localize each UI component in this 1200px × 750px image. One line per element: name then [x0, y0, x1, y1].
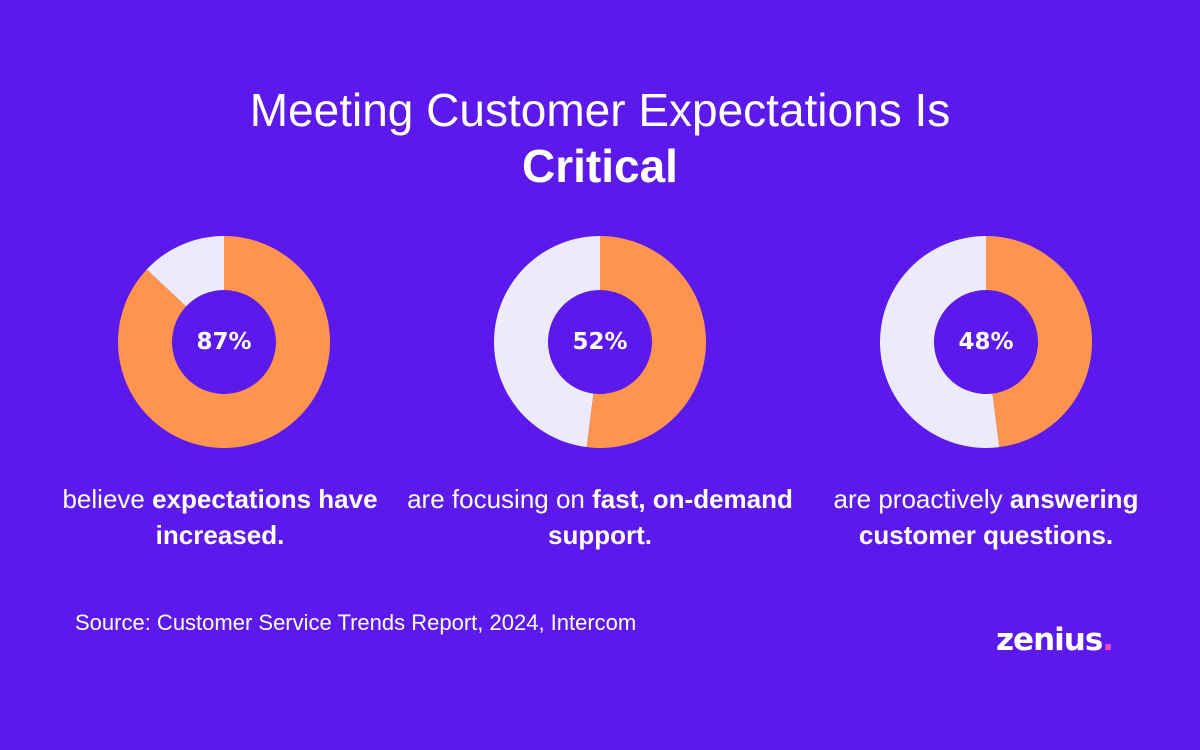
donut-chart-1: 87%: [118, 236, 330, 448]
donut-3-percent-label: 48%: [958, 329, 1013, 355]
caption-2: are focusing on fast, on-demand support.: [400, 481, 800, 553]
caption-1-bold: expectations have increased.: [152, 484, 378, 550]
caption-2-bold: fast, on-demand support.: [548, 484, 793, 550]
caption-3-prefix: are proactively: [833, 484, 1010, 514]
logo-dot: .: [1102, 622, 1114, 658]
donut-3-remainder-slice: [880, 236, 1000, 448]
zenius-logo: zenius.: [996, 622, 1114, 658]
donut-2-value-slice: [586, 236, 706, 448]
donut-svg-1: 87%: [118, 236, 330, 448]
donut-1-percent-label: 87%: [196, 329, 251, 355]
caption-3-bold: answering customer questions.: [858, 484, 1139, 550]
donut-chart-2: 52%: [494, 236, 706, 448]
donut-chart-3: 48%: [880, 236, 1092, 448]
logo-text: zenius: [996, 622, 1103, 658]
source-note: Source: Customer Service Trends Report, …: [75, 610, 637, 635]
caption-1: believe expectations have increased.: [20, 481, 420, 553]
donut-svg-3: 48%: [880, 236, 1092, 448]
caption-1-prefix: believe: [62, 484, 153, 514]
page-title: Meeting Customer Expectations Is Critica…: [0, 82, 1200, 194]
donut-1-value-slice: [118, 236, 330, 448]
donut-2-percent-label: 52%: [572, 329, 627, 355]
donut-1-remainder-slice: [146, 236, 224, 307]
donut-2-remainder-slice: [494, 236, 600, 448]
donut-3-value-slice: [986, 236, 1092, 448]
donut-svg-2: 52%: [494, 236, 706, 448]
title-line-1: Meeting Customer Expectations Is: [249, 84, 951, 136]
caption-3: are proactively answering customer quest…: [786, 481, 1186, 553]
caption-2-prefix: are focusing on: [407, 484, 593, 514]
title-line-2: Critical: [522, 140, 678, 192]
